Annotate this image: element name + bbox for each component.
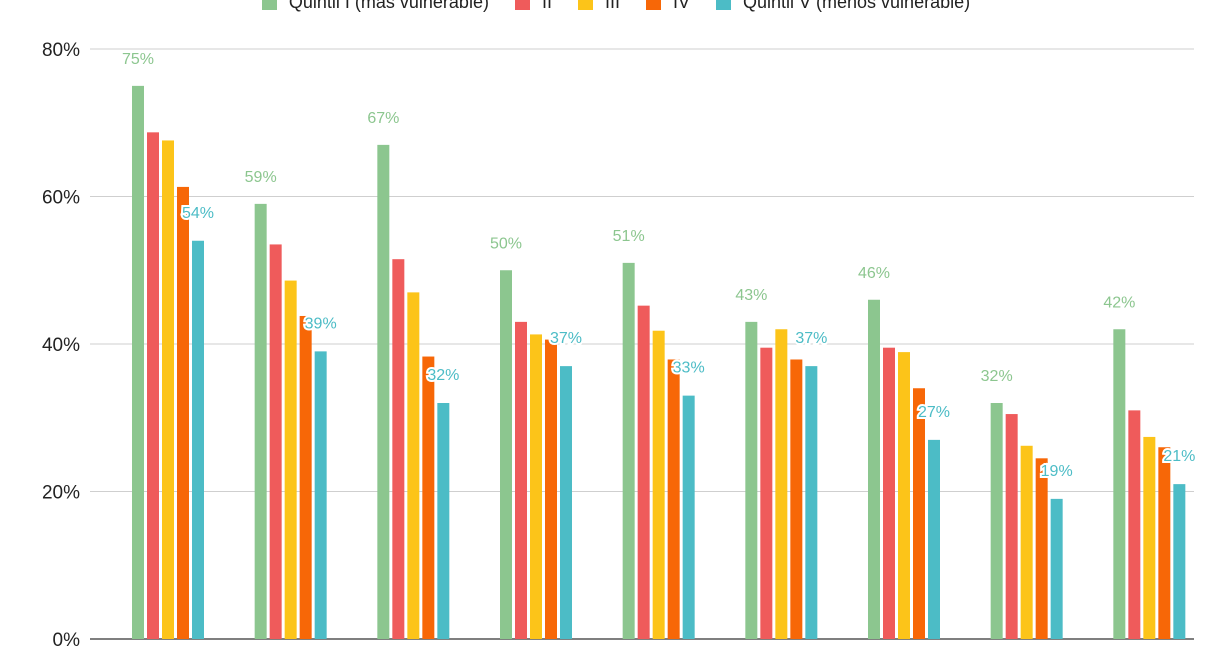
bar-1 xyxy=(622,262,635,639)
bar-2 xyxy=(1128,410,1141,639)
legend-item: II xyxy=(514,0,552,13)
bar-1 xyxy=(1113,329,1126,639)
bar-2 xyxy=(883,347,895,639)
bar-4 xyxy=(1035,458,1048,639)
bar-4 xyxy=(177,186,189,639)
bar-3 xyxy=(162,140,174,639)
data-label-first: 59% xyxy=(245,169,277,186)
bar-4 xyxy=(545,339,557,639)
bar-4 xyxy=(790,359,803,639)
y-tick-label: 60% xyxy=(42,188,80,209)
bar-5 xyxy=(560,366,572,639)
legend-swatch xyxy=(577,0,593,10)
bar-5 xyxy=(805,366,818,639)
bar-3 xyxy=(1020,445,1033,639)
bar-3 xyxy=(530,334,542,639)
data-label-first: 67% xyxy=(367,110,399,127)
bar-2 xyxy=(515,321,527,639)
bar-2 xyxy=(392,259,405,639)
data-label-first: 46% xyxy=(858,265,890,282)
data-label-last: 27% xyxy=(918,404,950,421)
data-label-last: 54% xyxy=(182,205,214,222)
data-label-last: 33% xyxy=(673,360,705,377)
bar-4 xyxy=(422,356,435,639)
data-label-last: 21% xyxy=(1163,448,1195,465)
bar-1 xyxy=(377,144,390,639)
legend-label: Quintil I (más vulnerable) xyxy=(288,0,489,12)
legend-item: Quintil V (menos vulnerable) xyxy=(716,0,970,13)
bar-2 xyxy=(1005,414,1018,639)
data-label-last: 39% xyxy=(305,315,337,332)
data-label-last: 37% xyxy=(550,330,582,347)
data-label-first: 75% xyxy=(122,51,154,68)
legend-swatch xyxy=(514,0,530,10)
bar-3 xyxy=(898,352,910,639)
y-tick-label: 20% xyxy=(42,483,80,504)
y-tick-label: 0% xyxy=(53,630,81,651)
bar-5 xyxy=(928,439,940,639)
bar-4 xyxy=(913,388,925,639)
bar-3 xyxy=(1143,436,1156,639)
bar-3 xyxy=(775,329,788,639)
bar-2 xyxy=(269,244,282,639)
legend-label: IV xyxy=(672,0,690,12)
bar-1 xyxy=(254,203,267,639)
legend: Quintil I (más vulnerable) II III IV Quintil… xyxy=(0,0,1232,13)
bar-4 xyxy=(1158,447,1171,639)
bar-1 xyxy=(990,403,1003,639)
bar-3 xyxy=(407,292,420,639)
legend-swatch xyxy=(645,0,661,10)
data-label-first: 42% xyxy=(1103,294,1135,311)
bar-3 xyxy=(652,330,665,639)
bar-5 xyxy=(1050,498,1063,639)
bar-2 xyxy=(760,347,773,639)
legend-item: III xyxy=(577,0,620,13)
y-tick-label: 40% xyxy=(42,335,80,356)
legend-swatch xyxy=(716,0,731,10)
data-label-first: 50% xyxy=(490,235,522,252)
bar-5 xyxy=(314,351,327,639)
y-tick-label: 80% xyxy=(42,40,80,61)
data-label-last: 19% xyxy=(1041,463,1073,480)
bar-2 xyxy=(637,305,650,639)
legend-label: III xyxy=(604,0,620,12)
bar-5 xyxy=(437,403,450,639)
bar-5 xyxy=(192,240,204,639)
legend-label: Quintil V (menos vulnerable) xyxy=(743,0,971,12)
bar-4 xyxy=(667,359,680,639)
legend-label: II xyxy=(541,0,552,12)
data-label-first: 32% xyxy=(981,368,1013,385)
legend-item: IV xyxy=(645,0,690,13)
bar-1 xyxy=(868,299,880,639)
data-label-last: 32% xyxy=(427,367,459,384)
bar-5 xyxy=(682,395,695,639)
legend-item: Quintil I (más vulnerable) xyxy=(261,0,489,13)
data-label-first: 51% xyxy=(613,228,645,245)
bar-1 xyxy=(500,270,512,639)
bar-3 xyxy=(284,280,297,639)
bar-5 xyxy=(1173,484,1186,639)
bar-1 xyxy=(132,85,144,639)
data-label-last: 37% xyxy=(795,330,827,347)
bar-1 xyxy=(745,321,758,639)
bar-2 xyxy=(147,132,159,639)
bar-4 xyxy=(299,315,312,639)
data-label-first: 43% xyxy=(735,287,767,304)
legend-swatch xyxy=(261,0,277,10)
